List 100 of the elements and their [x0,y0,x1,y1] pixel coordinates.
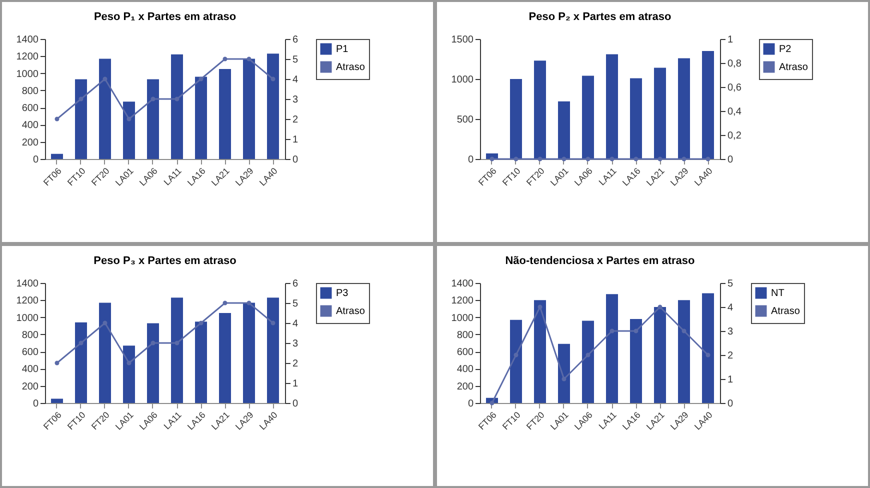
y2-tick-label: 3 [728,326,734,338]
point [102,76,108,82]
y2-tick-label: 0,2 [728,130,742,142]
bar [534,60,546,159]
bar [219,313,231,403]
y-tick-label: 400 [22,364,39,376]
y-tick-label: 1200 [16,52,39,63]
y-tick-label: 600 [22,347,39,358]
point [634,328,638,334]
y2-tick-label: 5 [292,298,298,310]
point [270,320,276,326]
chart-title: Peso P₂ x Partes em atraso [528,11,672,23]
bar [267,54,279,159]
bar [243,302,255,403]
y-tick-label: 1400 [16,278,39,290]
bar [147,323,159,403]
point [174,340,180,346]
y-tick-label: 500 [456,114,474,126]
legend-label: Atraso [336,62,366,73]
point [78,340,84,346]
y2-tick-label: 1 [292,378,298,390]
bar [75,322,87,403]
y2-tick-label: 5 [292,54,298,66]
legend-label: P2 [779,44,792,55]
y-tick-label: 1000 [16,68,39,80]
y-tick-label: 1400 [16,34,39,46]
bar [702,51,714,159]
y-tick-label: 800 [22,86,39,97]
y-tick-label: 0 [32,154,39,166]
point [198,76,204,82]
bar [99,302,111,403]
chart-title: Não-tendenciosa x Partes em atraso [505,255,696,267]
point [126,116,132,122]
y2-tick-label: 6 [292,34,298,46]
y-tick-label: 1000 [16,312,39,324]
bar [702,293,714,403]
y-tick-label: 200 [22,381,39,392]
bar [582,76,594,159]
bar [219,69,231,159]
point [222,300,228,306]
point [586,352,590,358]
y2-tick-label: 0 [728,398,734,410]
point [198,320,204,326]
y-tick-label: 0 [32,398,39,410]
y2-tick-label: 1 [292,134,298,146]
bar [171,298,183,403]
bar [606,294,618,403]
bar [51,398,63,403]
y-tick-label: 800 [456,330,474,341]
point [222,56,228,62]
y2-tick-label: 0,6 [728,82,742,94]
y-tick-label: 1000 [451,312,474,324]
bar [510,79,522,159]
point [270,76,276,82]
y2-tick-label: 3 [292,338,298,350]
y2-tick-label: 5 [728,278,734,290]
y-tick-label: 0 [468,398,474,410]
legend-label: Atraso [771,306,800,317]
y-tick-label: 200 [456,381,474,392]
point [514,352,518,358]
point [246,300,252,306]
y-tick-label: 600 [22,103,39,114]
y2-tick-label: 0 [292,398,298,410]
y2-tick-label: 1 [728,374,734,386]
y-tick-label: 600 [456,347,474,358]
y2-tick-label: 0 [728,154,734,166]
legend-label: NT [771,288,784,299]
point [246,56,252,62]
bar [654,307,666,403]
y2-tick-label: 2 [292,358,298,370]
legend-label: Atraso [336,306,366,317]
point [174,96,180,102]
y-tick-label: 800 [22,330,39,341]
y2-tick-label: 0 [292,154,298,166]
point [150,340,156,346]
point [102,320,108,326]
bar [51,154,63,159]
y-tick-label: 0 [468,154,474,166]
y2-tick-label: 0,4 [728,106,742,118]
point [54,116,60,122]
point [126,360,132,366]
y2-tick-label: 3 [292,94,298,106]
point [78,96,84,102]
y2-tick-label: 2 [292,114,298,126]
y2-tick-label: 4 [292,74,298,86]
point [706,352,710,358]
y-tick-label: 400 [456,364,474,376]
y-tick-label: 200 [22,137,39,148]
bar [510,320,522,403]
legend-label: P3 [336,288,349,299]
point [562,376,566,382]
point [658,304,662,310]
bar [171,54,183,159]
bar [678,300,690,403]
point [538,304,542,310]
bar [267,298,279,403]
bar [630,319,642,403]
point [682,328,686,334]
y-tick-label: 1400 [451,278,474,290]
y-tick-label: 1200 [16,296,39,307]
